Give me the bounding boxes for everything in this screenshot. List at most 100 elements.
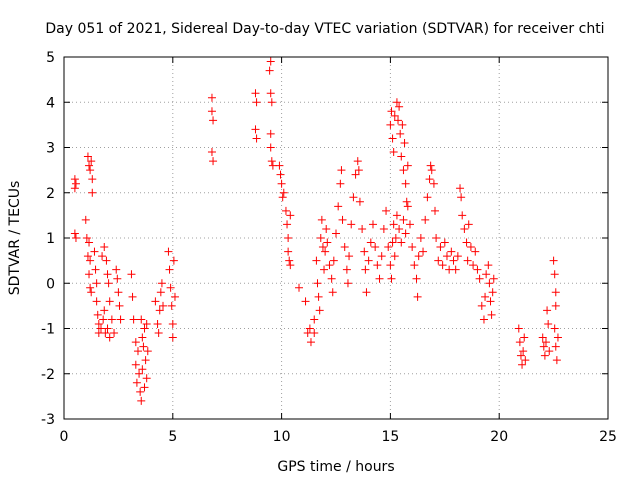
data-point — [90, 247, 99, 256]
data-point — [100, 306, 109, 315]
data-point — [132, 378, 141, 387]
data-point — [436, 243, 445, 252]
data-point — [340, 243, 349, 252]
data-point — [336, 179, 345, 188]
x-tick-label: 10 — [273, 429, 291, 445]
data-point — [142, 319, 151, 328]
data-point — [553, 333, 562, 342]
data-point — [83, 252, 92, 261]
data-point — [283, 220, 292, 229]
data-point — [276, 170, 285, 179]
data-point — [479, 315, 488, 324]
data-point — [399, 215, 408, 224]
data-point — [469, 261, 478, 270]
data-point — [398, 120, 407, 129]
data-point — [466, 243, 475, 252]
y-tick-label: 3 — [46, 141, 55, 157]
data-point — [379, 224, 388, 233]
data-point — [447, 247, 456, 256]
data-point — [371, 243, 380, 252]
data-point — [539, 342, 548, 351]
data-point — [484, 261, 493, 270]
data-point — [267, 98, 276, 107]
data-point — [413, 292, 422, 301]
data-point — [70, 175, 79, 184]
data-point — [551, 301, 560, 310]
data-point — [419, 247, 428, 256]
data-point — [403, 161, 412, 170]
data-point — [520, 333, 529, 342]
data-point — [550, 324, 559, 333]
data-point — [338, 215, 347, 224]
data-point — [105, 333, 114, 342]
data-point — [209, 116, 218, 125]
data-point — [277, 179, 286, 188]
data-point — [482, 270, 491, 279]
data-point — [442, 252, 451, 261]
data-point — [100, 243, 109, 252]
data-point — [440, 238, 449, 247]
data-point — [113, 274, 122, 283]
data-point — [267, 157, 276, 166]
data-point — [390, 252, 399, 261]
data-point — [71, 234, 80, 242]
data-point — [266, 143, 275, 152]
data-point — [316, 234, 325, 242]
data-point — [70, 229, 79, 238]
data-point — [392, 98, 401, 107]
y-tick-label: -3 — [41, 412, 55, 428]
data-point — [401, 179, 410, 188]
data-point — [416, 234, 425, 242]
data-point — [463, 256, 472, 265]
data-point — [551, 288, 560, 297]
data-point — [131, 338, 140, 347]
data-point — [425, 175, 434, 184]
data-point — [107, 315, 116, 324]
data-point — [403, 202, 412, 211]
data-point — [392, 211, 401, 220]
data-point — [306, 338, 315, 347]
data-point — [389, 148, 398, 157]
data-point — [85, 161, 94, 170]
data-point — [86, 166, 95, 175]
data-point — [88, 175, 97, 184]
data-point — [453, 252, 462, 261]
data-point — [116, 315, 125, 324]
data-point — [115, 301, 124, 310]
data-point — [471, 247, 480, 256]
data-point — [426, 161, 435, 170]
data-point — [451, 265, 460, 274]
data-point — [432, 234, 441, 242]
data-point — [320, 265, 329, 274]
data-point — [541, 338, 550, 347]
data-point — [456, 184, 465, 193]
data-point — [516, 351, 525, 360]
data-point — [135, 369, 144, 378]
data-point — [266, 89, 275, 98]
data-point — [486, 297, 495, 306]
data-point — [387, 107, 396, 116]
data-point — [310, 329, 319, 338]
data-point — [275, 161, 284, 170]
grid — [64, 57, 608, 419]
data-point — [328, 288, 337, 297]
data-point — [136, 387, 145, 396]
data-point — [414, 252, 423, 261]
data-point — [103, 270, 112, 279]
data-point — [86, 283, 95, 292]
data-point — [133, 347, 142, 356]
data-point — [388, 238, 397, 247]
chart-title: Day 051 of 2021, Sidereal Day-to-day VTE… — [45, 21, 604, 37]
data-point — [168, 319, 177, 328]
data-point — [81, 215, 90, 224]
data-point — [518, 360, 527, 369]
data-point — [481, 292, 490, 301]
data-point — [155, 306, 164, 315]
data-point — [397, 238, 406, 247]
data-point — [88, 188, 97, 197]
data-point — [87, 157, 96, 166]
data-point — [284, 234, 293, 242]
data-point — [305, 324, 314, 333]
data-point — [373, 261, 382, 270]
data-point — [462, 238, 471, 247]
